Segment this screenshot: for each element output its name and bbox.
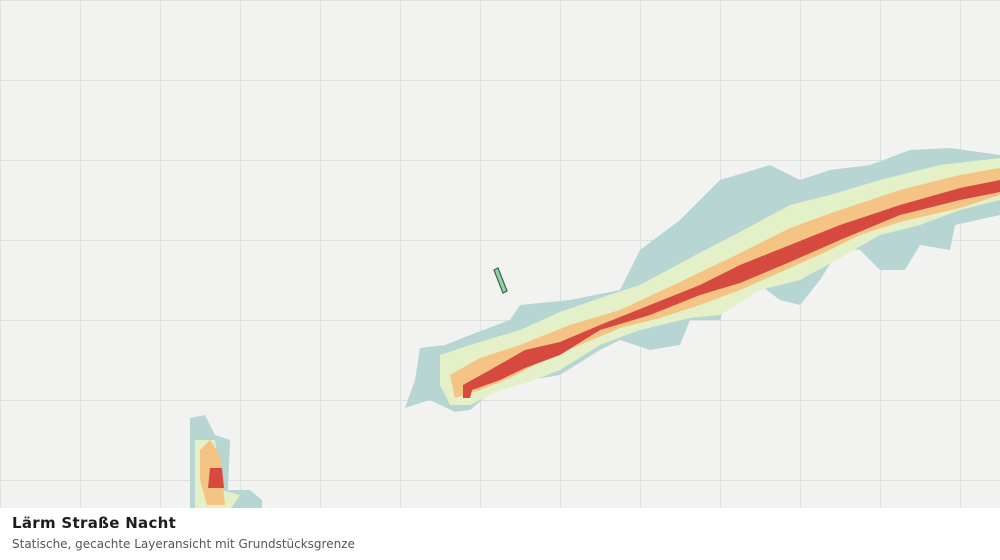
parcel-boundary [493, 267, 508, 294]
noise-band-high [208, 468, 224, 488]
legend-footer: Lärm Straße Nacht Statische, gecachte La… [0, 508, 1000, 560]
layer-subtitle: Statische, gecachte Layeransicht mit Gru… [12, 537, 355, 551]
layer-title: Lärm Straße Nacht [12, 514, 177, 532]
noise-layer [190, 148, 1000, 510]
noise-band-high [463, 180, 1000, 398]
